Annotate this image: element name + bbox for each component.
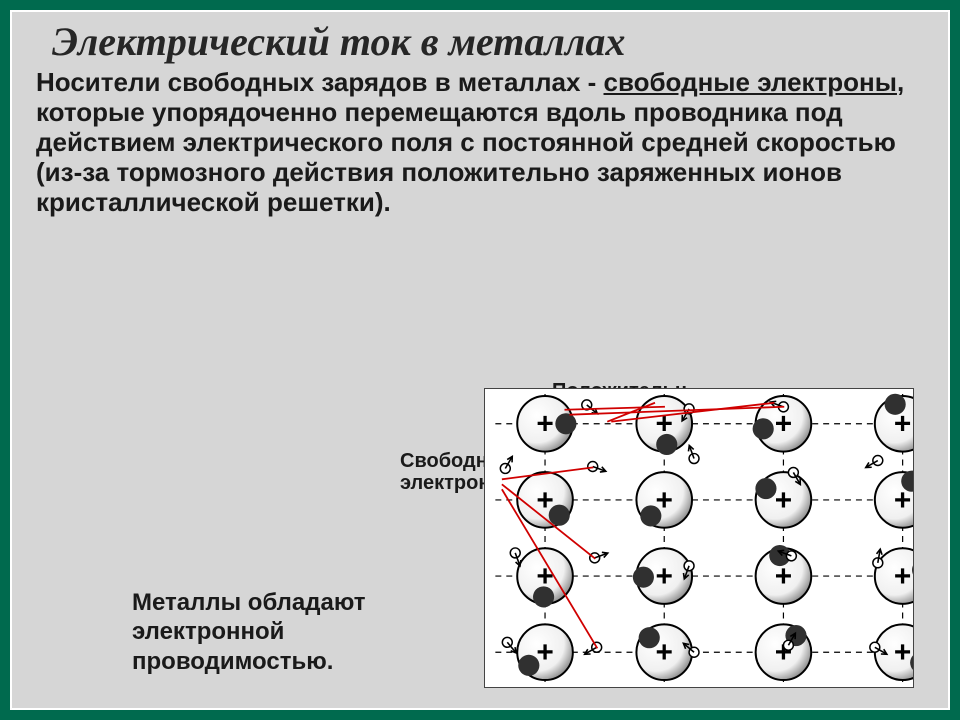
outer-frame: Электрический ток в металлах Носители св… [0, 0, 960, 720]
ion: + [517, 548, 573, 607]
footer-text: Металлы обладают электронной проводимост… [132, 588, 432, 676]
slide-area: Электрический ток в металлах Носители св… [10, 10, 950, 710]
ion: + [875, 548, 913, 604]
ion: + [875, 471, 913, 528]
svg-text:+: + [894, 560, 911, 593]
svg-text:+: + [775, 408, 792, 441]
electron [588, 462, 606, 473]
electron [873, 549, 883, 568]
svg-text:+: + [656, 636, 673, 669]
svg-text:+: + [894, 636, 911, 669]
electron [585, 642, 602, 654]
ion: + [517, 624, 573, 680]
svg-text:+: + [656, 560, 673, 593]
svg-text:+: + [894, 408, 911, 441]
electron [510, 548, 521, 566]
body-lead: Носители свободных зарядов в металлах - [36, 67, 604, 97]
ions-group: + + + + + + + + + + + + + + + + [517, 394, 913, 680]
ion: + [517, 396, 576, 452]
svg-text:+: + [656, 408, 673, 441]
svg-text:+: + [894, 484, 911, 517]
svg-text:+: + [775, 560, 792, 593]
svg-text:+: + [536, 560, 553, 593]
electron [502, 637, 516, 653]
electron [590, 552, 608, 563]
electron [688, 445, 699, 463]
svg-text:+: + [536, 636, 553, 669]
svg-text:+: + [536, 484, 553, 517]
body-underlined: свободные электроны [604, 67, 897, 97]
svg-text:+: + [536, 408, 553, 441]
ion: + [636, 396, 692, 455]
ion: + [875, 394, 913, 452]
electron [582, 400, 598, 414]
ion: + [636, 472, 692, 528]
lattice-diagram: + + + + + + + + + + + + + + + + [484, 388, 914, 688]
ion: + [636, 624, 692, 680]
ion: + [875, 624, 913, 680]
svg-text:+: + [775, 484, 792, 517]
slide-title: Электрический ток в металлах [12, 12, 948, 64]
electron [866, 456, 883, 468]
lattice-svg: + + + + + + + + + + + + + + + + [485, 389, 913, 687]
ion: + [755, 472, 811, 528]
electron [500, 456, 512, 473]
ion: + [517, 472, 573, 528]
svg-text:+: + [656, 484, 673, 517]
ion: + [756, 624, 812, 680]
body-paragraph: Носители свободных зарядов в металлах - … [12, 64, 948, 217]
